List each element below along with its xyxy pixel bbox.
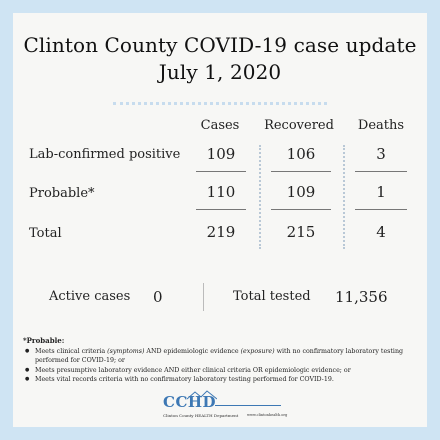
active-cases-value: 0 [153, 288, 163, 306]
underline [196, 171, 246, 172]
row-label-lab-confirmed: Lab-confirmed positive [29, 147, 181, 162]
lab-confirmed-recovered: 106 [286, 145, 316, 163]
page-title: Clinton County COVID-19 case update [23, 33, 417, 57]
footnote-item: Meets presumptive laboratory evidence AN… [23, 366, 423, 376]
column-header-recovered: Recovered [264, 118, 334, 133]
underline [355, 171, 407, 172]
probable-deaths: 1 [376, 183, 386, 201]
logo-rule [215, 405, 281, 406]
underline [196, 209, 246, 210]
underline [355, 209, 407, 210]
footnote-item: Meets vital records criteria with no con… [23, 375, 423, 385]
column-separator [259, 145, 261, 249]
column-header-deaths: Deaths [357, 118, 405, 133]
footnote-item: Meets clinical criteria (symptoms) AND e… [23, 347, 423, 366]
total-tested-value: 11,356 [335, 288, 388, 306]
row-label-probable: Probable* [29, 186, 95, 201]
summary-separator [203, 283, 204, 311]
footnote-title: *Probable: [23, 336, 65, 345]
active-cases-label: Active cases [49, 289, 131, 304]
logo-wordmark: CCHD [163, 393, 217, 411]
lab-confirmed-deaths: 3 [376, 145, 386, 163]
mountain-icon [187, 390, 217, 400]
logo-url: www.clintonhealth.org [247, 413, 288, 417]
lab-confirmed-cases: 109 [206, 145, 236, 163]
total-deaths: 4 [376, 223, 386, 241]
logo-subtitle: Clinton County HEALTH Department [163, 413, 239, 418]
total-recovered: 215 [286, 223, 316, 241]
dotted-divider [113, 102, 327, 105]
probable-recovered: 109 [286, 183, 316, 201]
row-label-total: Total [29, 226, 62, 241]
probable-cases: 110 [206, 183, 236, 201]
underline [271, 171, 331, 172]
update-card: Clinton County COVID-19 case update July… [13, 13, 427, 427]
column-separator [343, 145, 345, 249]
underline [271, 209, 331, 210]
total-tested-label: Total tested [233, 289, 311, 304]
cchd-logo: CCHD Clinton County HEALTH Department ww… [163, 390, 287, 423]
page-date: July 1, 2020 [158, 60, 282, 84]
footnote-list: Meets clinical criteria (symptoms) AND e… [23, 347, 423, 385]
total-cases: 219 [206, 223, 236, 241]
column-header-cases: Cases [200, 118, 240, 133]
